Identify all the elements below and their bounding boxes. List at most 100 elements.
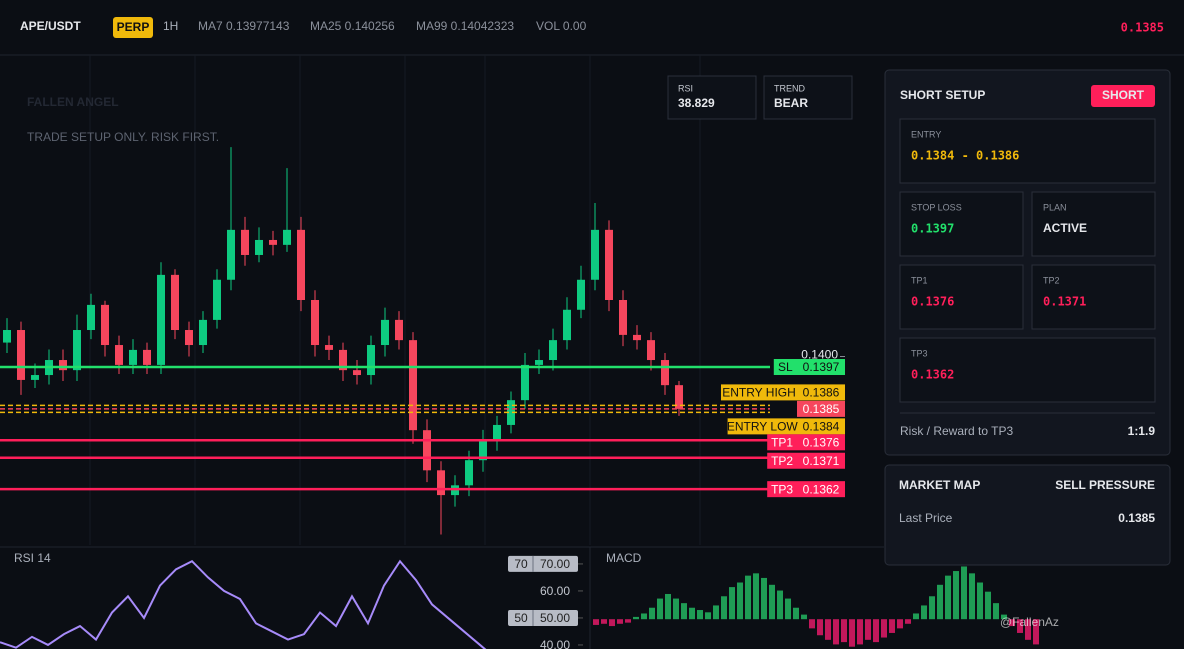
candle-body: [507, 400, 515, 425]
macd-bar: [801, 614, 807, 620]
candle-body: [353, 370, 361, 376]
macd-bar: [769, 584, 775, 620]
macd-bar: [721, 596, 727, 620]
level-name: TP3: [771, 482, 793, 496]
rsi-level: 50: [514, 611, 528, 625]
cell-label: TP2: [1043, 275, 1060, 285]
macd-bar: [913, 613, 919, 620]
rsi-line: [0, 559, 487, 649]
candle-body: [143, 349, 151, 365]
macd-bar: [993, 603, 999, 620]
macd-bar: [1033, 619, 1039, 645]
macd-bar: [729, 587, 735, 620]
macd-bar: [961, 566, 967, 620]
macd-bar: [657, 598, 663, 620]
candle-body: [87, 304, 95, 331]
macd-bar: [881, 619, 887, 638]
macd-bar: [705, 612, 711, 620]
candle-body: [521, 364, 529, 401]
rsi-axis: 70 50 70.00 60.00 50.00 40.00: [508, 555, 583, 649]
candle-body: [619, 300, 627, 335]
macd-bar: [921, 605, 927, 620]
cell-label: STOP LOSS: [911, 202, 962, 212]
stat-label: RSI: [678, 83, 693, 93]
rr-label: Risk / Reward to TP3: [900, 424, 1013, 438]
macd-chart: [593, 566, 1039, 647]
macd-bar: [873, 619, 879, 643]
level-name-tag: [767, 434, 797, 451]
level-tag: [797, 481, 845, 498]
candle-body: [395, 319, 403, 341]
stat-label: TREND: [774, 83, 805, 93]
y-tick-label: 60.00: [540, 584, 570, 598]
candle-body: [577, 279, 585, 310]
macd-title: MACD: [606, 551, 642, 565]
macd-bar: [625, 619, 631, 623]
macd-bar: [897, 619, 903, 629]
macd-bar: [985, 591, 991, 620]
candle-body: [633, 334, 641, 341]
macd-bar: [969, 573, 975, 620]
macd-bar: [865, 619, 871, 640]
candle-body: [269, 239, 277, 245]
macd-bar: [945, 575, 951, 620]
candle-body: [647, 340, 655, 361]
cell-value: 0.1397: [911, 222, 954, 236]
market-status: SELL PRESSURE: [1055, 478, 1155, 492]
level-value: 0.1384: [803, 420, 840, 434]
badge: PERP: [117, 20, 150, 34]
level-value: 0.1376: [803, 435, 840, 449]
setup-title: SHORT SETUP: [900, 88, 985, 102]
candle-body: [381, 319, 389, 346]
price-chart: [0, 147, 770, 535]
macd-bar: [841, 619, 847, 643]
entry-value: 0.1384 - 0.1386: [911, 149, 1019, 163]
level-tag: [797, 384, 845, 401]
macd-bar: [857, 619, 863, 645]
cell-label: PLAN: [1043, 202, 1067, 212]
stat-box: [763, 75, 853, 120]
candle-body: [591, 229, 599, 280]
macd-bar: [641, 613, 647, 620]
level-tag: [797, 359, 845, 376]
macd-bar: [697, 610, 703, 620]
cell: [899, 191, 1024, 257]
cell-value: ACTIVE: [1043, 221, 1087, 235]
candle-body: [535, 360, 543, 365]
candle-body: [465, 460, 473, 486]
macd-bar: [793, 607, 799, 620]
level-name-tag: [721, 384, 797, 401]
macd-bar: [1001, 614, 1007, 620]
macd-bar: [977, 582, 983, 620]
candle-body: [367, 345, 375, 376]
candle-body: [157, 274, 165, 365]
candle-body: [297, 229, 305, 300]
level-value: 0.1371: [803, 454, 840, 468]
macd-bar: [937, 584, 943, 620]
macd-bar: [833, 619, 839, 645]
candle-body: [437, 470, 445, 496]
rsi-level-box: [508, 555, 578, 572]
macd-bar: [593, 619, 599, 625]
badge-bg: [113, 17, 153, 38]
candle-body: [73, 330, 81, 371]
macd-bar: [689, 607, 695, 620]
candle-body: [423, 430, 431, 471]
candle-body: [227, 229, 235, 280]
watermark-title: FALLEN ANGEL: [27, 95, 119, 109]
candle-body: [479, 440, 487, 461]
interval[interactable]: 1H: [163, 19, 178, 33]
macd-bar: [777, 590, 783, 620]
cell: [1031, 264, 1156, 330]
candle-body: [213, 279, 221, 320]
symbol: APE/USDT: [20, 19, 81, 33]
stat-value: BEAR: [774, 96, 808, 110]
level-name: TP2: [771, 454, 793, 468]
side-badge: SHORT: [1102, 88, 1145, 102]
candle-body: [283, 229, 291, 245]
cell: [899, 337, 1156, 403]
cell-value: 0.1376: [911, 295, 954, 309]
macd-bar: [601, 619, 607, 624]
macd-bar: [889, 619, 895, 633]
level-value: 0.1385: [803, 402, 840, 416]
